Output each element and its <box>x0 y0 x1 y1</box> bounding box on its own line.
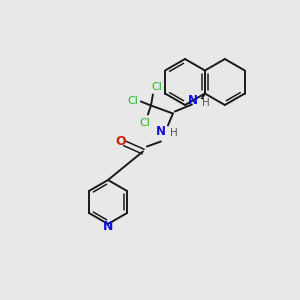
Text: Cl: Cl <box>140 118 150 128</box>
Text: N: N <box>188 94 198 107</box>
Text: N: N <box>156 125 166 138</box>
Text: N: N <box>103 220 113 232</box>
Text: H: H <box>202 98 210 107</box>
Text: H: H <box>170 128 178 139</box>
Text: Cl: Cl <box>152 82 162 92</box>
Text: O: O <box>116 135 126 148</box>
Text: Cl: Cl <box>128 95 138 106</box>
